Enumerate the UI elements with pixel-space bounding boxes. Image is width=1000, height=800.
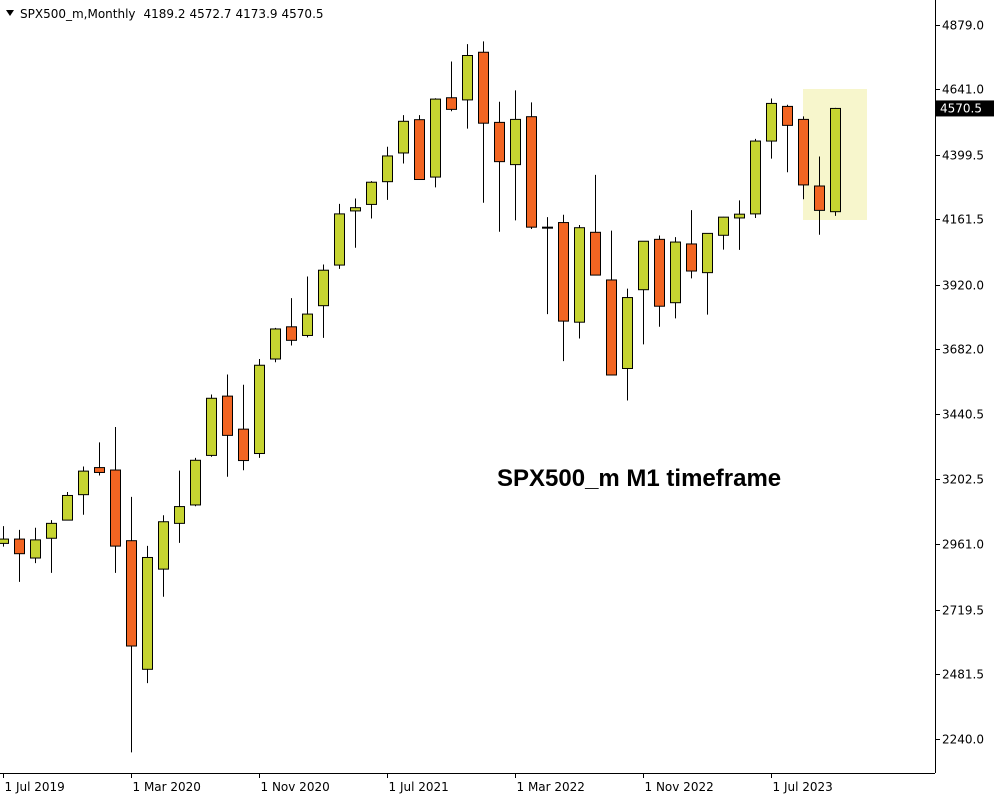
annotation: SPX500_m M1 timeframe bbox=[497, 465, 781, 492]
candle-body bbox=[366, 181, 377, 205]
candle-body bbox=[270, 328, 281, 360]
candle-body bbox=[622, 297, 633, 369]
y-tick-label: 3440.5 bbox=[942, 408, 984, 422]
candle-body bbox=[734, 213, 745, 219]
header-close: 4570.5 bbox=[282, 7, 324, 21]
header-low: 4173.9 bbox=[236, 7, 278, 21]
candle-body bbox=[302, 313, 313, 336]
candle-body bbox=[30, 539, 41, 559]
candle-body bbox=[654, 238, 665, 307]
x-tick-label: 1 Nov 2022 bbox=[645, 780, 714, 794]
candle-body bbox=[382, 155, 393, 183]
candle-body bbox=[94, 467, 105, 473]
candle-body bbox=[494, 121, 505, 163]
candle-body bbox=[574, 227, 585, 323]
candle-body bbox=[638, 240, 649, 291]
candle-body bbox=[558, 222, 569, 322]
y-tick-label: 2961.0 bbox=[942, 538, 984, 552]
candle-body bbox=[478, 51, 489, 124]
candle-body bbox=[814, 185, 825, 211]
candle-body bbox=[670, 241, 681, 304]
candle-body bbox=[414, 119, 425, 181]
y-tick-label: 4399.5 bbox=[942, 149, 984, 163]
candle-body bbox=[174, 506, 185, 524]
x-tick-label: 1 Jul 2023 bbox=[773, 780, 833, 794]
last-price-label: 4570.5 bbox=[940, 101, 982, 115]
x-tick-label: 1 Mar 2020 bbox=[133, 780, 201, 794]
candle-body bbox=[766, 102, 777, 142]
candle-body bbox=[718, 216, 729, 236]
last-price-marker bbox=[936, 100, 994, 117]
candle-body bbox=[0, 538, 9, 544]
candle-body bbox=[526, 116, 537, 228]
candle-body bbox=[318, 269, 329, 307]
x-tick-label: 1 Nov 2020 bbox=[261, 780, 330, 794]
candle-body bbox=[14, 538, 25, 555]
y-tick-label: 2240.0 bbox=[942, 733, 984, 747]
candle-body bbox=[350, 207, 361, 212]
menu-triangle[interactable] bbox=[6, 10, 14, 16]
candle-body bbox=[126, 540, 137, 647]
header-open: 4189.2 bbox=[144, 7, 186, 21]
candle-body bbox=[286, 326, 297, 341]
y-tick-label: 3202.5 bbox=[942, 473, 984, 487]
candle-body bbox=[430, 98, 441, 178]
candle-body bbox=[782, 105, 793, 126]
y-tick-label: 4641.0 bbox=[942, 83, 984, 97]
x-tick-label: 1 Jul 2019 bbox=[5, 780, 65, 794]
y-tick-label: 2481.5 bbox=[942, 668, 984, 682]
y-tick-label: 4879.0 bbox=[942, 19, 984, 33]
y-tick-label: 3682.0 bbox=[942, 343, 984, 357]
candle-body bbox=[62, 494, 73, 521]
candle-body bbox=[46, 522, 57, 539]
candle-body bbox=[446, 97, 457, 110]
candle-body bbox=[158, 521, 169, 570]
candle-body bbox=[110, 469, 121, 547]
candle-body bbox=[78, 470, 89, 496]
y-tick-label: 4161.5 bbox=[942, 213, 984, 227]
header-high: 4572.7 bbox=[190, 7, 232, 21]
candle-body bbox=[238, 428, 249, 462]
candle-body bbox=[142, 556, 153, 670]
candle-body bbox=[590, 231, 601, 276]
x-tick-label: 1 Mar 2022 bbox=[517, 780, 585, 794]
y-tick-label: 3920.0 bbox=[942, 279, 984, 293]
candle-body bbox=[462, 55, 473, 101]
candle-body bbox=[398, 120, 409, 154]
candle-body bbox=[510, 118, 521, 166]
candle-body bbox=[606, 279, 617, 376]
candle-body bbox=[206, 397, 217, 456]
candle-body bbox=[702, 232, 713, 274]
candle-body bbox=[334, 213, 345, 266]
candle-body bbox=[222, 395, 233, 436]
candle-body bbox=[190, 459, 201, 506]
x-tick-label: 1 Jul 2021 bbox=[389, 780, 449, 794]
symbol-title: SPX500_m,Monthly bbox=[20, 7, 136, 21]
chart-header: SPX500_m,Monthly 4189.2 4572.7 4173.9 4570.5 bbox=[20, 7, 324, 21]
candle-body bbox=[686, 243, 697, 272]
candle-body bbox=[750, 140, 761, 215]
candle-body bbox=[542, 226, 553, 229]
candle-body bbox=[830, 107, 841, 213]
candle-body bbox=[254, 364, 265, 455]
y-tick-label: 2719.5 bbox=[942, 604, 984, 618]
candle-body bbox=[798, 118, 809, 186]
